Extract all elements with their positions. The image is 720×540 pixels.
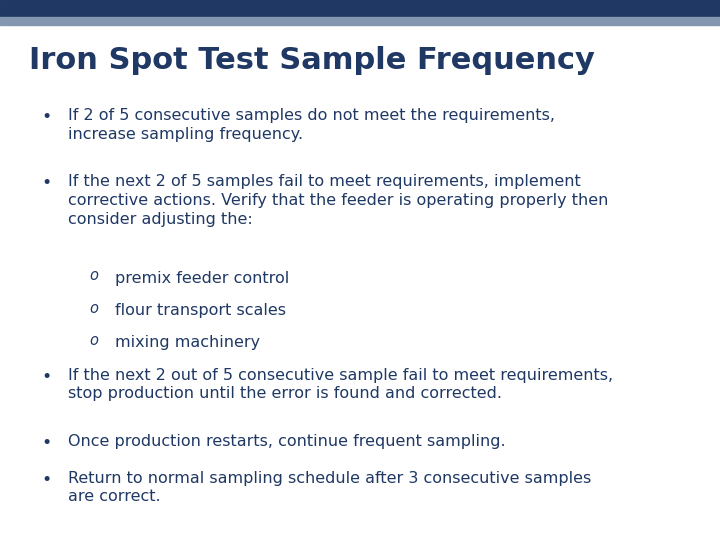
Text: •: •	[42, 174, 52, 192]
Text: Iron Spot Test Sample Frequency: Iron Spot Test Sample Frequency	[29, 46, 595, 75]
Text: If the next 2 of 5 samples fail to meet requirements, implement
corrective actio: If the next 2 of 5 samples fail to meet …	[68, 174, 609, 227]
Text: mixing machinery: mixing machinery	[115, 335, 261, 350]
Text: •: •	[42, 434, 52, 452]
Text: Return to normal sampling schedule after 3 consecutive samples
are correct.: Return to normal sampling schedule after…	[68, 471, 592, 504]
Text: o: o	[89, 301, 98, 316]
Text: o: o	[89, 333, 98, 348]
Text: premix feeder control: premix feeder control	[115, 271, 289, 286]
Text: Once production restarts, continue frequent sampling.: Once production restarts, continue frequ…	[68, 434, 506, 449]
Text: •: •	[42, 368, 52, 386]
Text: flour transport scales: flour transport scales	[115, 303, 287, 318]
Bar	[0, 17, 720, 25]
Text: •: •	[42, 471, 52, 489]
Text: •: •	[42, 108, 52, 126]
Text: If the next 2 out of 5 consecutive sample fail to meet requirements,
stop produc: If the next 2 out of 5 consecutive sampl…	[68, 368, 613, 401]
Text: If 2 of 5 consecutive samples do not meet the requirements,
increase sampling fr: If 2 of 5 consecutive samples do not mee…	[68, 108, 555, 141]
Bar	[0, 0, 720, 17]
Text: o: o	[89, 268, 98, 284]
